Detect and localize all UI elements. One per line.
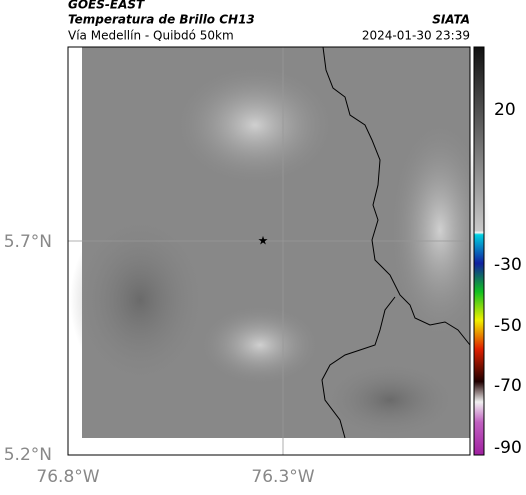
- map: ★: [67, 46, 490, 456]
- map-frame: [67, 46, 471, 456]
- boundary: [322, 46, 471, 346]
- cloud: [175, 65, 335, 185]
- boundary: [321, 296, 396, 439]
- region: Vía Medellín - Quibdó 50km: [68, 29, 234, 43]
- colorbar-tick-label: -90: [494, 438, 522, 458]
- location-marker: ★: [258, 234, 269, 248]
- source: SIATA: [432, 13, 470, 27]
- timestamp: 2024-01-30 23:39: [362, 29, 470, 43]
- lon-tick-label: 76.8°W: [36, 467, 99, 487]
- lon-tick-label: 76.3°W: [251, 467, 314, 487]
- cloud: [320, 360, 460, 440]
- colorbar: 20 -30 -50 -70 -90: [473, 46, 522, 458]
- lat-tick-label: 5.7°N: [4, 232, 52, 252]
- title: GOES-EAST: [68, 0, 145, 12]
- cloud: [70, 210, 210, 390]
- colorbar-scale: [473, 46, 485, 456]
- colorbar-tick-label: -70: [494, 376, 522, 396]
- cloud: [390, 120, 490, 340]
- subtitle: Temperatura de Brillo CH13: [68, 13, 255, 27]
- colorbar-tick-label: 20: [494, 100, 516, 120]
- colorbar-tick-label: -50: [494, 316, 522, 336]
- cloud: [200, 305, 320, 385]
- colorbar-tick-label: -30: [494, 255, 522, 275]
- lat-tick-label: 5.2°N: [4, 445, 52, 465]
